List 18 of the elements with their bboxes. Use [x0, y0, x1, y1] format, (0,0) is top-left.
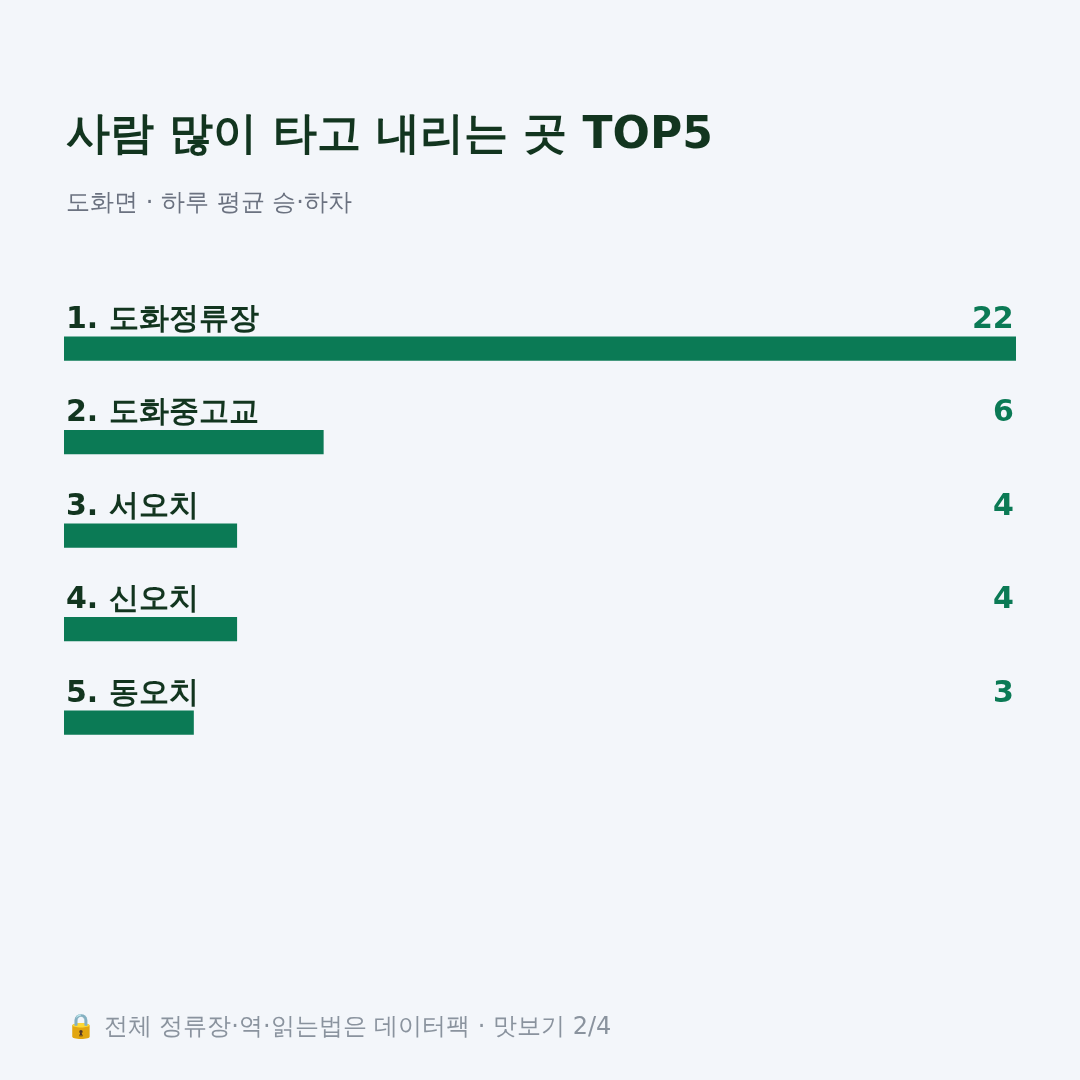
y-tick-label: 3. 서오치 [66, 487, 199, 522]
data-label: 4 [993, 487, 1014, 522]
data-label: 22 [972, 300, 1014, 335]
bar [64, 523, 238, 548]
y-tick-label: 4. 신오치 [66, 580, 199, 615]
y-tick-label: 5. 동오치 [66, 674, 199, 709]
text: 🔒 전체 정류장·역·읽는법은 데이터팩 · 맛보기 2/4 [66, 1012, 612, 1040]
bar [64, 336, 1016, 361]
y-tick-label: 1. 도화정류장 [66, 300, 259, 335]
data-label: 4 [993, 580, 1014, 615]
bar [64, 616, 238, 642]
y-tick-label: 2. 도화중고교 [66, 393, 259, 428]
chart-subtitle: 도화면 · 하루 평균 승·하차 [66, 188, 352, 216]
data-label: 3 [993, 674, 1014, 709]
bar [64, 710, 194, 735]
data-label: 6 [993, 393, 1014, 428]
chart-title: 사람 많이 타고 내리는 곳 TOP5 [66, 107, 713, 158]
bar [64, 430, 324, 455]
